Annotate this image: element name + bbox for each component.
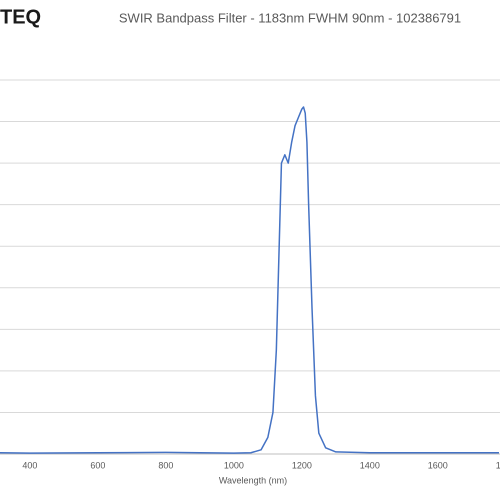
- x-tick-label: 600: [90, 460, 105, 470]
- x-tick-label: 1600: [428, 460, 448, 470]
- x-tick-label: 1800: [496, 460, 500, 470]
- x-tick-label: 400: [22, 460, 37, 470]
- x-tick-label: 1000: [224, 460, 244, 470]
- data-line: [0, 106, 499, 454]
- x-tick-label: 800: [158, 460, 173, 470]
- x-axis-label: Wavelength (nm): [219, 475, 287, 485]
- chart-title: SWIR Bandpass Filter - 1183nm FWHM 90nm …: [119, 10, 461, 25]
- x-tick-label: 1200: [292, 460, 312, 470]
- x-tick-label: 1400: [360, 460, 380, 470]
- logo: TEQ: [0, 6, 41, 28]
